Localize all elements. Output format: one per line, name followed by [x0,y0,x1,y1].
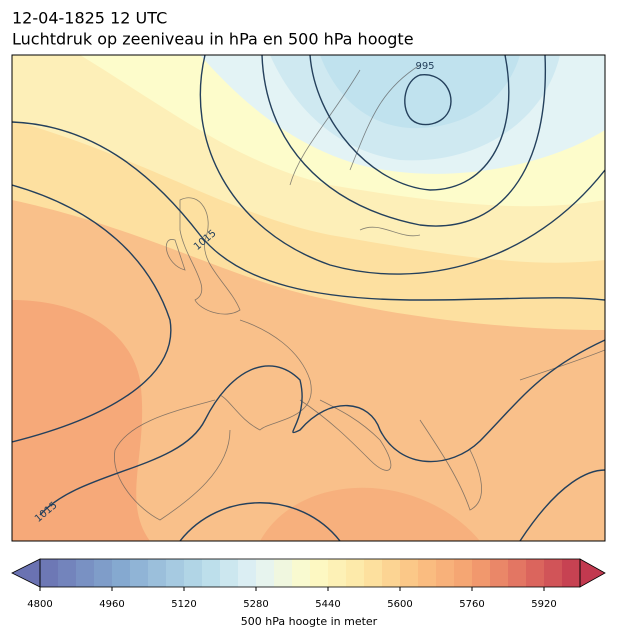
colorbar-segment [220,559,239,587]
colorbar-segment [508,559,527,587]
colorbar: 4800 4960 5120 5280 5440 5600 5760 5920 [11,558,606,610]
isobar [519,469,605,541]
isobar [12,121,605,301]
isobar [39,339,605,516]
colorbar-segment [274,559,293,587]
isobar [309,55,510,191]
colorbar-extend-min [11,558,41,588]
colorbar-tick-label: 5280 [243,599,268,610]
colorbar-segment [184,559,203,587]
colorbar-tick-label: 5600 [387,599,412,610]
colorbar-tick-label: 5120 [171,599,196,610]
colorbar-segment [562,559,581,587]
map: 995 1015 1015 [12,55,605,541]
isobar [179,502,341,541]
colorbar-segment [526,559,545,587]
colorbar-segment [238,559,257,587]
colorbar-segment [490,559,509,587]
colorbar-segment [472,559,491,587]
colorbar-segment [256,559,275,587]
colorbar-segment [364,559,383,587]
colorbar-segment [112,559,131,587]
colorbar-segment [436,559,455,587]
colorbar-extend-max [579,558,606,588]
colorbar-segment [310,559,329,587]
date: 12-04-1825 12 UTC [12,9,167,28]
colorbar-label: 500 hPa hoogte in meter [241,615,378,628]
colorbar-segment [166,559,185,587]
colorbar-segment [328,559,347,587]
colorbar-segment [40,559,59,587]
map-frame [11,54,606,542]
colorbar-segment [76,559,95,587]
colorbar-segment [148,559,167,587]
colorbar-segment [130,559,149,587]
shade [320,55,520,129]
title: Luchtdruk op zeeniveau in hPa en 500 hPa… [12,30,414,49]
contour-label: 995 [415,61,434,72]
colorbar-tick-label: 5920 [531,599,556,610]
colorbar-tick-label: 4800 [27,599,52,610]
colorbar-frame [39,558,581,588]
colorbar-segment [292,559,311,587]
shade [260,487,480,541]
colorbar-segment [58,559,77,587]
colorbar-segment [202,559,221,587]
colorbar-segment [418,559,437,587]
colorbar-segment [400,559,419,587]
colorbar-segment [94,559,113,587]
colorbar-tick-label: 4960 [99,599,124,610]
colorbar-tick-label: 5760 [459,599,484,610]
colorbar-segment [454,559,473,587]
colorbar-segment [544,559,563,587]
isobar [404,74,452,126]
isobar [199,55,605,275]
colorbar-segment [382,559,401,587]
colorbar-segment [346,559,365,587]
colorbar-tick-label: 5440 [315,599,340,610]
isobar [261,55,547,227]
isobar [12,184,172,443]
